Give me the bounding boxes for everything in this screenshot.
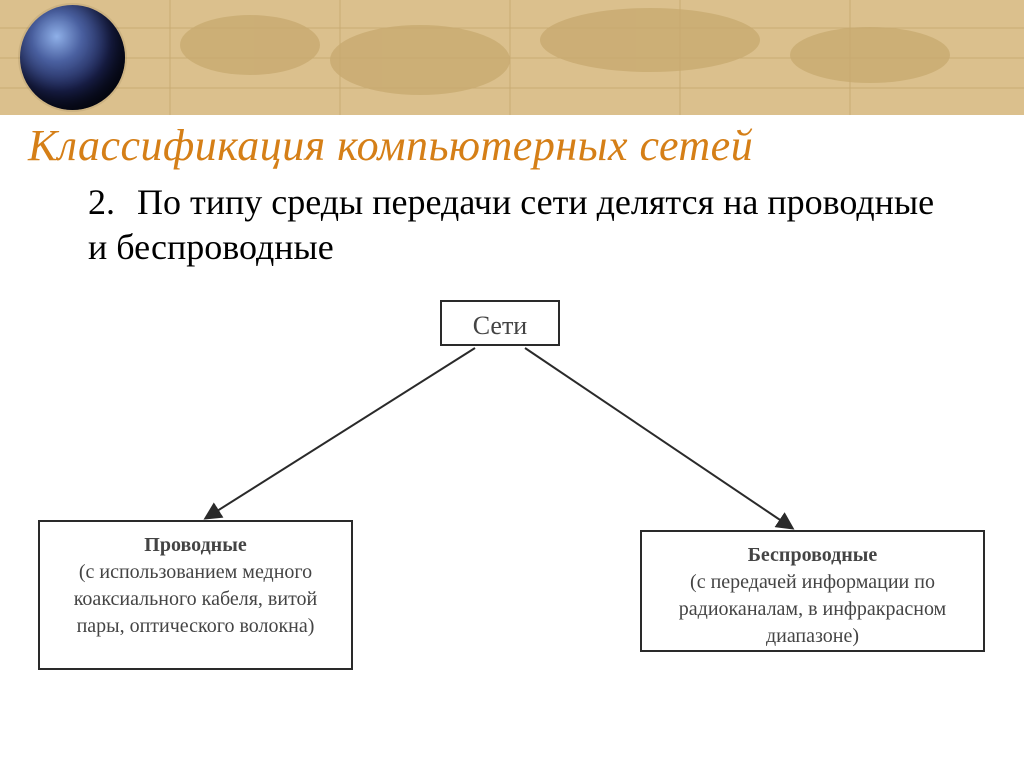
tree-root-label: Сети — [473, 311, 527, 340]
tree-node-wired: Проводные (с использованием медного коак… — [38, 520, 353, 670]
slide-title: Классификация компьютерных сетей — [28, 120, 1018, 171]
slide-subtitle: 2. По типу среды передачи сети делятся н… — [88, 180, 938, 270]
tree-root-node: Сети — [440, 300, 560, 346]
subtitle-text: По типу среды передачи сети делятся на п… — [88, 182, 934, 267]
header-band — [0, 0, 1024, 115]
tree-diagram: Сети Проводные (с использованием медного… — [0, 300, 1024, 720]
subtitle-number: 2. — [88, 180, 128, 225]
globe-icon — [20, 5, 125, 110]
tree-node-wired-desc: (с использованием медного коаксиального … — [74, 561, 318, 637]
tree-node-wireless: Беспроводные (с передачей информации по … — [640, 530, 985, 652]
tree-node-wireless-title: Беспроводные — [654, 542, 971, 569]
tree-node-wired-title: Проводные — [52, 532, 339, 559]
tree-node-wireless-desc: (с передачей информации по радиоканалам,… — [679, 571, 946, 647]
